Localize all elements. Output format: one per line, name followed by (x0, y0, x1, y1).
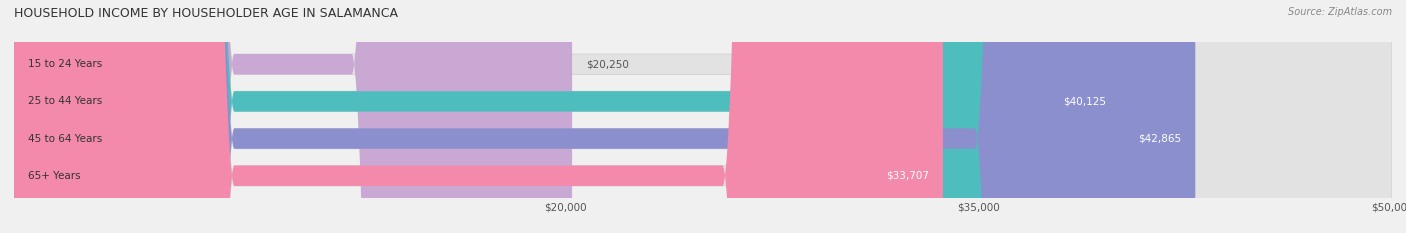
Text: 45 to 64 Years: 45 to 64 Years (28, 134, 103, 144)
FancyBboxPatch shape (14, 0, 1119, 233)
Text: $20,250: $20,250 (586, 59, 628, 69)
FancyBboxPatch shape (14, 0, 1392, 233)
Text: 25 to 44 Years: 25 to 44 Years (28, 96, 103, 106)
FancyBboxPatch shape (14, 0, 572, 233)
FancyBboxPatch shape (14, 0, 1195, 233)
Text: 65+ Years: 65+ Years (28, 171, 80, 181)
FancyBboxPatch shape (14, 0, 1392, 233)
Text: HOUSEHOLD INCOME BY HOUSEHOLDER AGE IN SALAMANCA: HOUSEHOLD INCOME BY HOUSEHOLDER AGE IN S… (14, 7, 398, 20)
Text: $40,125: $40,125 (1063, 96, 1107, 106)
FancyBboxPatch shape (14, 0, 1392, 233)
Text: Source: ZipAtlas.com: Source: ZipAtlas.com (1288, 7, 1392, 17)
FancyBboxPatch shape (14, 0, 943, 233)
FancyBboxPatch shape (14, 0, 1392, 233)
Text: 15 to 24 Years: 15 to 24 Years (28, 59, 103, 69)
Text: $42,865: $42,865 (1139, 134, 1181, 144)
Text: $33,707: $33,707 (886, 171, 929, 181)
